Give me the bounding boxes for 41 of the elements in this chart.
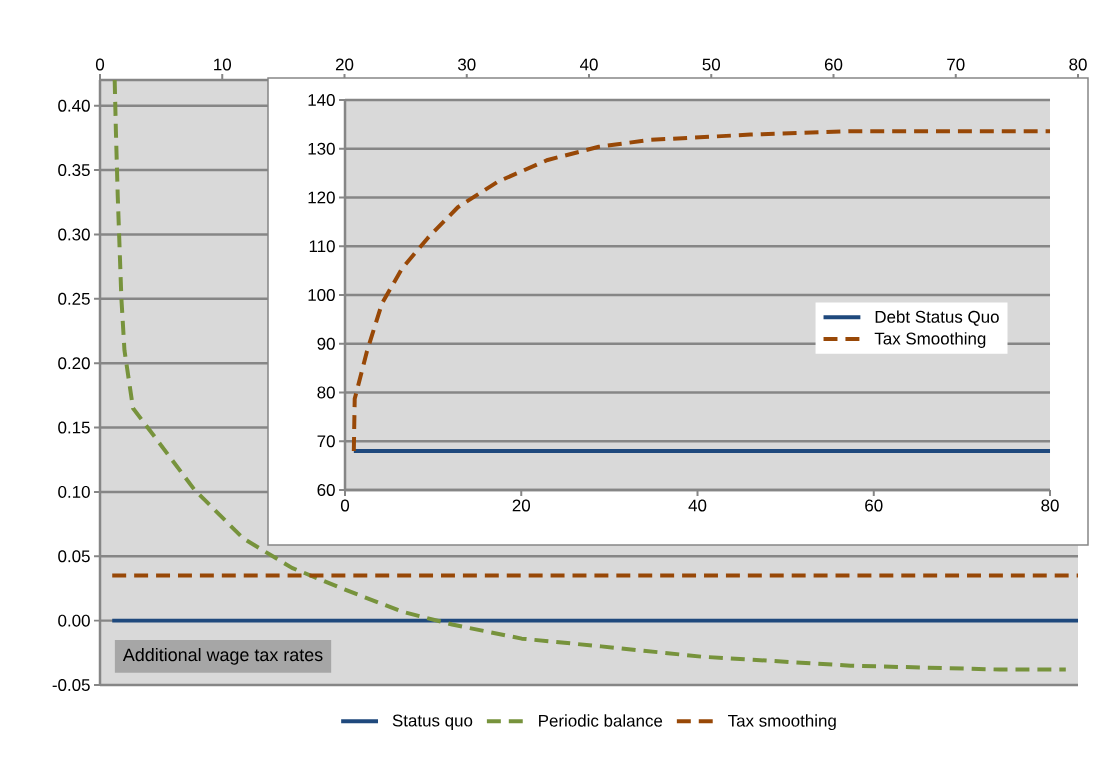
y-tick-label: 100 [308, 288, 335, 301]
legend-label: Periodic balance [539, 714, 663, 727]
x-tick-label: 40 [688, 499, 707, 512]
legend-label: Debt Status Quo [875, 310, 999, 326]
x-tick-label: 50 [702, 58, 721, 71]
y-tick-label: 120 [308, 191, 335, 204]
x-tick-label: 20 [335, 58, 354, 71]
x-tick-label: 0 [340, 499, 350, 512]
y-tick-label: 0.15 [58, 421, 90, 434]
x-tick-label: 60 [865, 499, 883, 512]
y-tick-label: 140 [308, 93, 335, 106]
x-tick-label: 60 [824, 58, 843, 71]
y-tick-label: 60 [317, 483, 335, 496]
y-tick-label: 0.35 [58, 164, 90, 177]
x-tick-label: 80 [1069, 58, 1087, 71]
legend-label: Tax Smoothing [874, 332, 986, 348]
y-tick-label: 0.20 [58, 357, 90, 370]
legend-label: Tax smoothing [728, 714, 836, 731]
line-series [112, 77, 1068, 672]
y-tick-label: 110 [309, 240, 335, 253]
line-series [351, 129, 1053, 453]
x-tick-label: 40 [579, 58, 598, 71]
y-tick-label: -0.05 [52, 678, 90, 691]
x-tick-label: 20 [512, 499, 531, 512]
x-tick-label: 10 [214, 58, 232, 71]
y-tick-label: 0.10 [58, 485, 90, 498]
x-tick-label: 30 [457, 58, 476, 71]
y-tick-label: 0.30 [58, 228, 90, 241]
annotation: Additional wage tax rates [122, 647, 323, 665]
x-tick-label: 0 [95, 58, 105, 71]
legend-label: Status quo [392, 714, 473, 730]
y-tick-label: 70 [317, 435, 335, 448]
y-tick-label: 0.25 [58, 292, 90, 305]
x-tick-label: 70 [947, 58, 965, 71]
y-tick-label: 80 [317, 386, 335, 399]
x-tick-label: 80 [1041, 499, 1059, 512]
y-tick-label: 0.40 [58, 99, 90, 112]
y-tick-label: 130 [308, 142, 335, 155]
y-tick-label: 0.00 [58, 614, 90, 627]
y-tick-label: 0.05 [58, 550, 90, 563]
y-tick-label: 90 [317, 337, 335, 350]
